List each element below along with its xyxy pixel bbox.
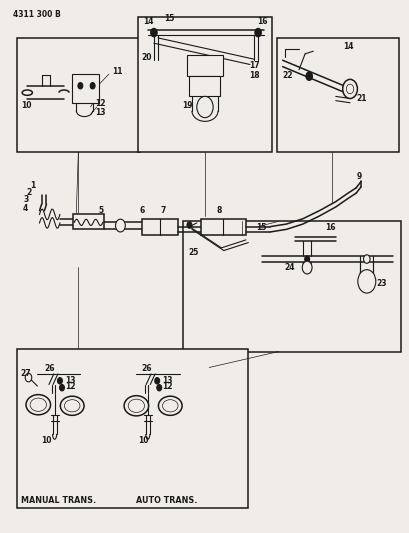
Ellipse shape <box>60 396 84 415</box>
Bar <box>186 55 223 76</box>
Circle shape <box>254 28 261 37</box>
Text: 10: 10 <box>40 435 51 445</box>
Circle shape <box>301 261 311 274</box>
Text: 5: 5 <box>99 206 103 215</box>
Text: 7: 7 <box>160 206 166 215</box>
Circle shape <box>357 270 375 293</box>
Ellipse shape <box>124 395 148 416</box>
Bar <box>200 219 245 235</box>
Text: 15: 15 <box>256 223 266 232</box>
Text: 4: 4 <box>23 204 28 213</box>
Circle shape <box>90 83 95 89</box>
Text: 25: 25 <box>188 248 198 257</box>
Text: 20: 20 <box>141 53 151 62</box>
Text: 13: 13 <box>162 376 172 384</box>
Text: 21: 21 <box>355 94 366 103</box>
Text: 1: 1 <box>30 181 36 190</box>
Text: 2: 2 <box>26 188 31 197</box>
Text: 15: 15 <box>164 14 174 23</box>
Bar <box>17 38 139 152</box>
Text: 17: 17 <box>248 61 259 70</box>
Bar <box>189 76 220 96</box>
Text: 12: 12 <box>94 99 105 108</box>
Circle shape <box>150 28 157 37</box>
Text: 27: 27 <box>20 369 31 377</box>
Text: 18: 18 <box>248 71 259 80</box>
Text: 12: 12 <box>65 382 76 391</box>
Text: 3: 3 <box>23 195 28 204</box>
Circle shape <box>59 384 64 391</box>
Text: 26: 26 <box>45 364 55 373</box>
Text: 16: 16 <box>257 17 267 26</box>
Circle shape <box>78 83 83 89</box>
Text: 13: 13 <box>94 108 105 117</box>
Bar <box>73 214 104 229</box>
Ellipse shape <box>128 399 144 413</box>
Text: 9: 9 <box>355 173 361 181</box>
Ellipse shape <box>30 398 46 411</box>
Text: 6: 6 <box>139 206 144 215</box>
Bar <box>137 17 272 152</box>
Ellipse shape <box>64 400 80 412</box>
Text: 26: 26 <box>142 364 152 373</box>
Text: 8: 8 <box>216 206 221 215</box>
Text: 12: 12 <box>162 382 172 391</box>
Ellipse shape <box>158 396 182 415</box>
Text: 13: 13 <box>65 376 76 384</box>
Ellipse shape <box>162 400 178 412</box>
Circle shape <box>346 84 353 94</box>
Circle shape <box>342 79 357 99</box>
Circle shape <box>57 377 62 384</box>
Text: 24: 24 <box>284 263 294 272</box>
Circle shape <box>25 373 31 382</box>
Text: 10: 10 <box>138 435 148 445</box>
Circle shape <box>305 72 312 80</box>
Text: 4311 300 B: 4311 300 B <box>13 10 61 19</box>
Circle shape <box>363 255 369 263</box>
Text: 22: 22 <box>282 71 292 80</box>
Text: 10: 10 <box>21 101 31 110</box>
Circle shape <box>304 256 309 262</box>
Text: 16: 16 <box>325 223 335 232</box>
Circle shape <box>187 222 191 228</box>
Circle shape <box>154 377 159 384</box>
Bar <box>182 221 400 352</box>
Text: 23: 23 <box>376 279 386 288</box>
Text: 14: 14 <box>342 42 353 51</box>
Bar <box>276 38 398 152</box>
Text: 14: 14 <box>143 17 153 26</box>
Bar <box>17 349 247 508</box>
Circle shape <box>196 96 213 118</box>
Text: AUTO TRANS.: AUTO TRANS. <box>135 496 196 505</box>
Text: 11: 11 <box>112 67 122 76</box>
Circle shape <box>156 384 161 391</box>
Text: MANUAL TRANS.: MANUAL TRANS. <box>21 496 96 505</box>
Ellipse shape <box>26 394 50 415</box>
Bar <box>72 74 99 103</box>
Text: 19: 19 <box>182 101 193 110</box>
Bar <box>142 219 178 235</box>
Circle shape <box>115 219 125 232</box>
